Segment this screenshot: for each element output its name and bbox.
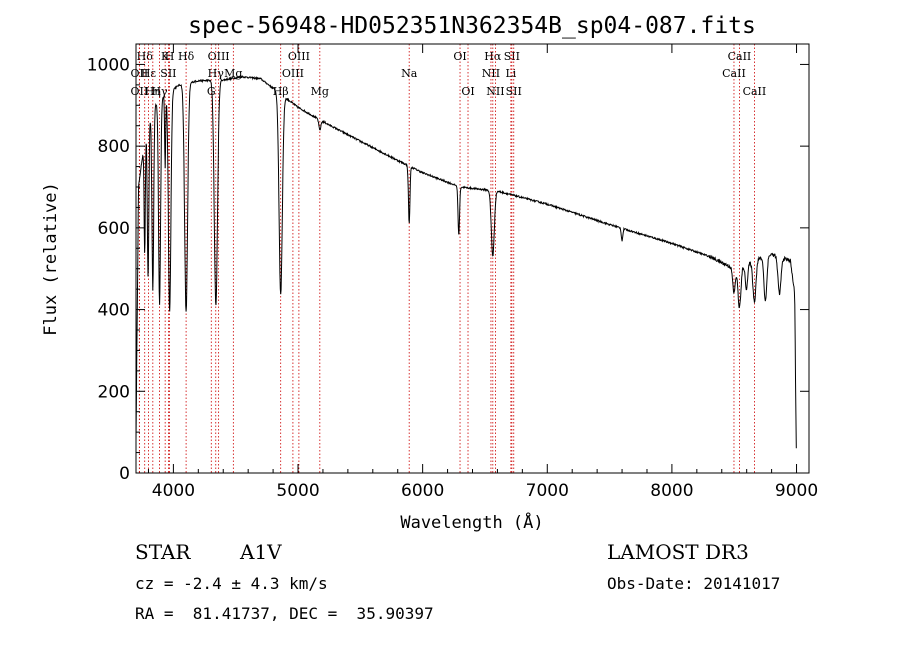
y-tick-label: 1000 bbox=[87, 55, 130, 75]
object-class: STAR bbox=[135, 540, 191, 564]
survey-name: LAMOST DR3 bbox=[607, 540, 749, 564]
y-axis-label: Flux (relative) bbox=[41, 182, 61, 336]
line-marker-label: Hγ bbox=[151, 85, 168, 98]
observation-date: Obs-Date: 20141017 bbox=[607, 574, 781, 593]
line-marker-label: OIII bbox=[288, 50, 310, 63]
coordinates: RA = 81.41737, DEC = 35.90397 bbox=[135, 604, 434, 623]
x-axis-label: Wavelength (Å) bbox=[400, 511, 543, 533]
line-marker-label: Hε bbox=[141, 67, 157, 80]
line-marker-label: SII bbox=[506, 85, 522, 98]
line-marker-label: Hη bbox=[145, 85, 161, 98]
y-tick-label: 800 bbox=[98, 137, 130, 157]
line-marker-label: OIII bbox=[208, 50, 230, 63]
x-tick-label: 9000 bbox=[775, 481, 818, 501]
y-tick-label: 400 bbox=[98, 301, 130, 321]
line-marker-label: Hγ bbox=[208, 67, 225, 80]
line-marker-label: Na bbox=[401, 67, 418, 80]
line-marker-label: Hβ bbox=[273, 85, 289, 98]
y-tick-label: 0 bbox=[119, 464, 130, 484]
line-marker-label: K bbox=[161, 50, 170, 63]
line-marker-label: CaII bbox=[743, 85, 767, 98]
line-marker-label: NII bbox=[482, 67, 500, 80]
y-tick-label: 200 bbox=[98, 382, 130, 402]
y-axis: 0 200 400 600 800 1000 bbox=[87, 55, 809, 484]
plot-frame bbox=[135, 43, 810, 474]
line-marker-label: G bbox=[207, 85, 216, 98]
line-marker-label: CaII bbox=[728, 50, 752, 63]
spectrum-line bbox=[135, 74, 797, 449]
chart-title: spec-56948-HD052351N362354B_sp04-087.fit… bbox=[188, 13, 756, 39]
line-marker-label: Hδ bbox=[178, 50, 195, 63]
line-marker-label: H bbox=[165, 50, 175, 63]
x-tick-label: 8000 bbox=[650, 481, 693, 501]
y-tick-label: 600 bbox=[98, 219, 130, 239]
line-marker-label: Mg bbox=[311, 85, 329, 98]
x-tick-label: 7000 bbox=[526, 481, 569, 501]
line-marker-label: OI bbox=[453, 50, 466, 63]
x-tick-label: 5000 bbox=[276, 481, 319, 501]
line-marker-label: OII bbox=[131, 85, 149, 98]
x-axis: 4000 5000 6000 7000 8000 9000 bbox=[147, 44, 818, 501]
line-marker-label: Li bbox=[505, 67, 516, 80]
line-marker-label: SII bbox=[160, 67, 176, 80]
x-tick-label: 6000 bbox=[401, 481, 444, 501]
line-marker-label: SII bbox=[504, 50, 520, 63]
x-tick-label: 4000 bbox=[152, 481, 195, 501]
redshift-velocity: cz = -2.4 ± 4.3 km/s bbox=[135, 574, 328, 593]
line-marker-label: Hα bbox=[484, 50, 502, 63]
line-marker-label: Hδ bbox=[137, 50, 154, 63]
spectral-subclass: A1V bbox=[240, 540, 282, 564]
line-marker-label: OI bbox=[461, 85, 474, 98]
line-marker-label: CaII bbox=[722, 67, 746, 80]
line-marker-label: OIII bbox=[282, 67, 304, 80]
line-marker-label: NII bbox=[486, 85, 504, 98]
